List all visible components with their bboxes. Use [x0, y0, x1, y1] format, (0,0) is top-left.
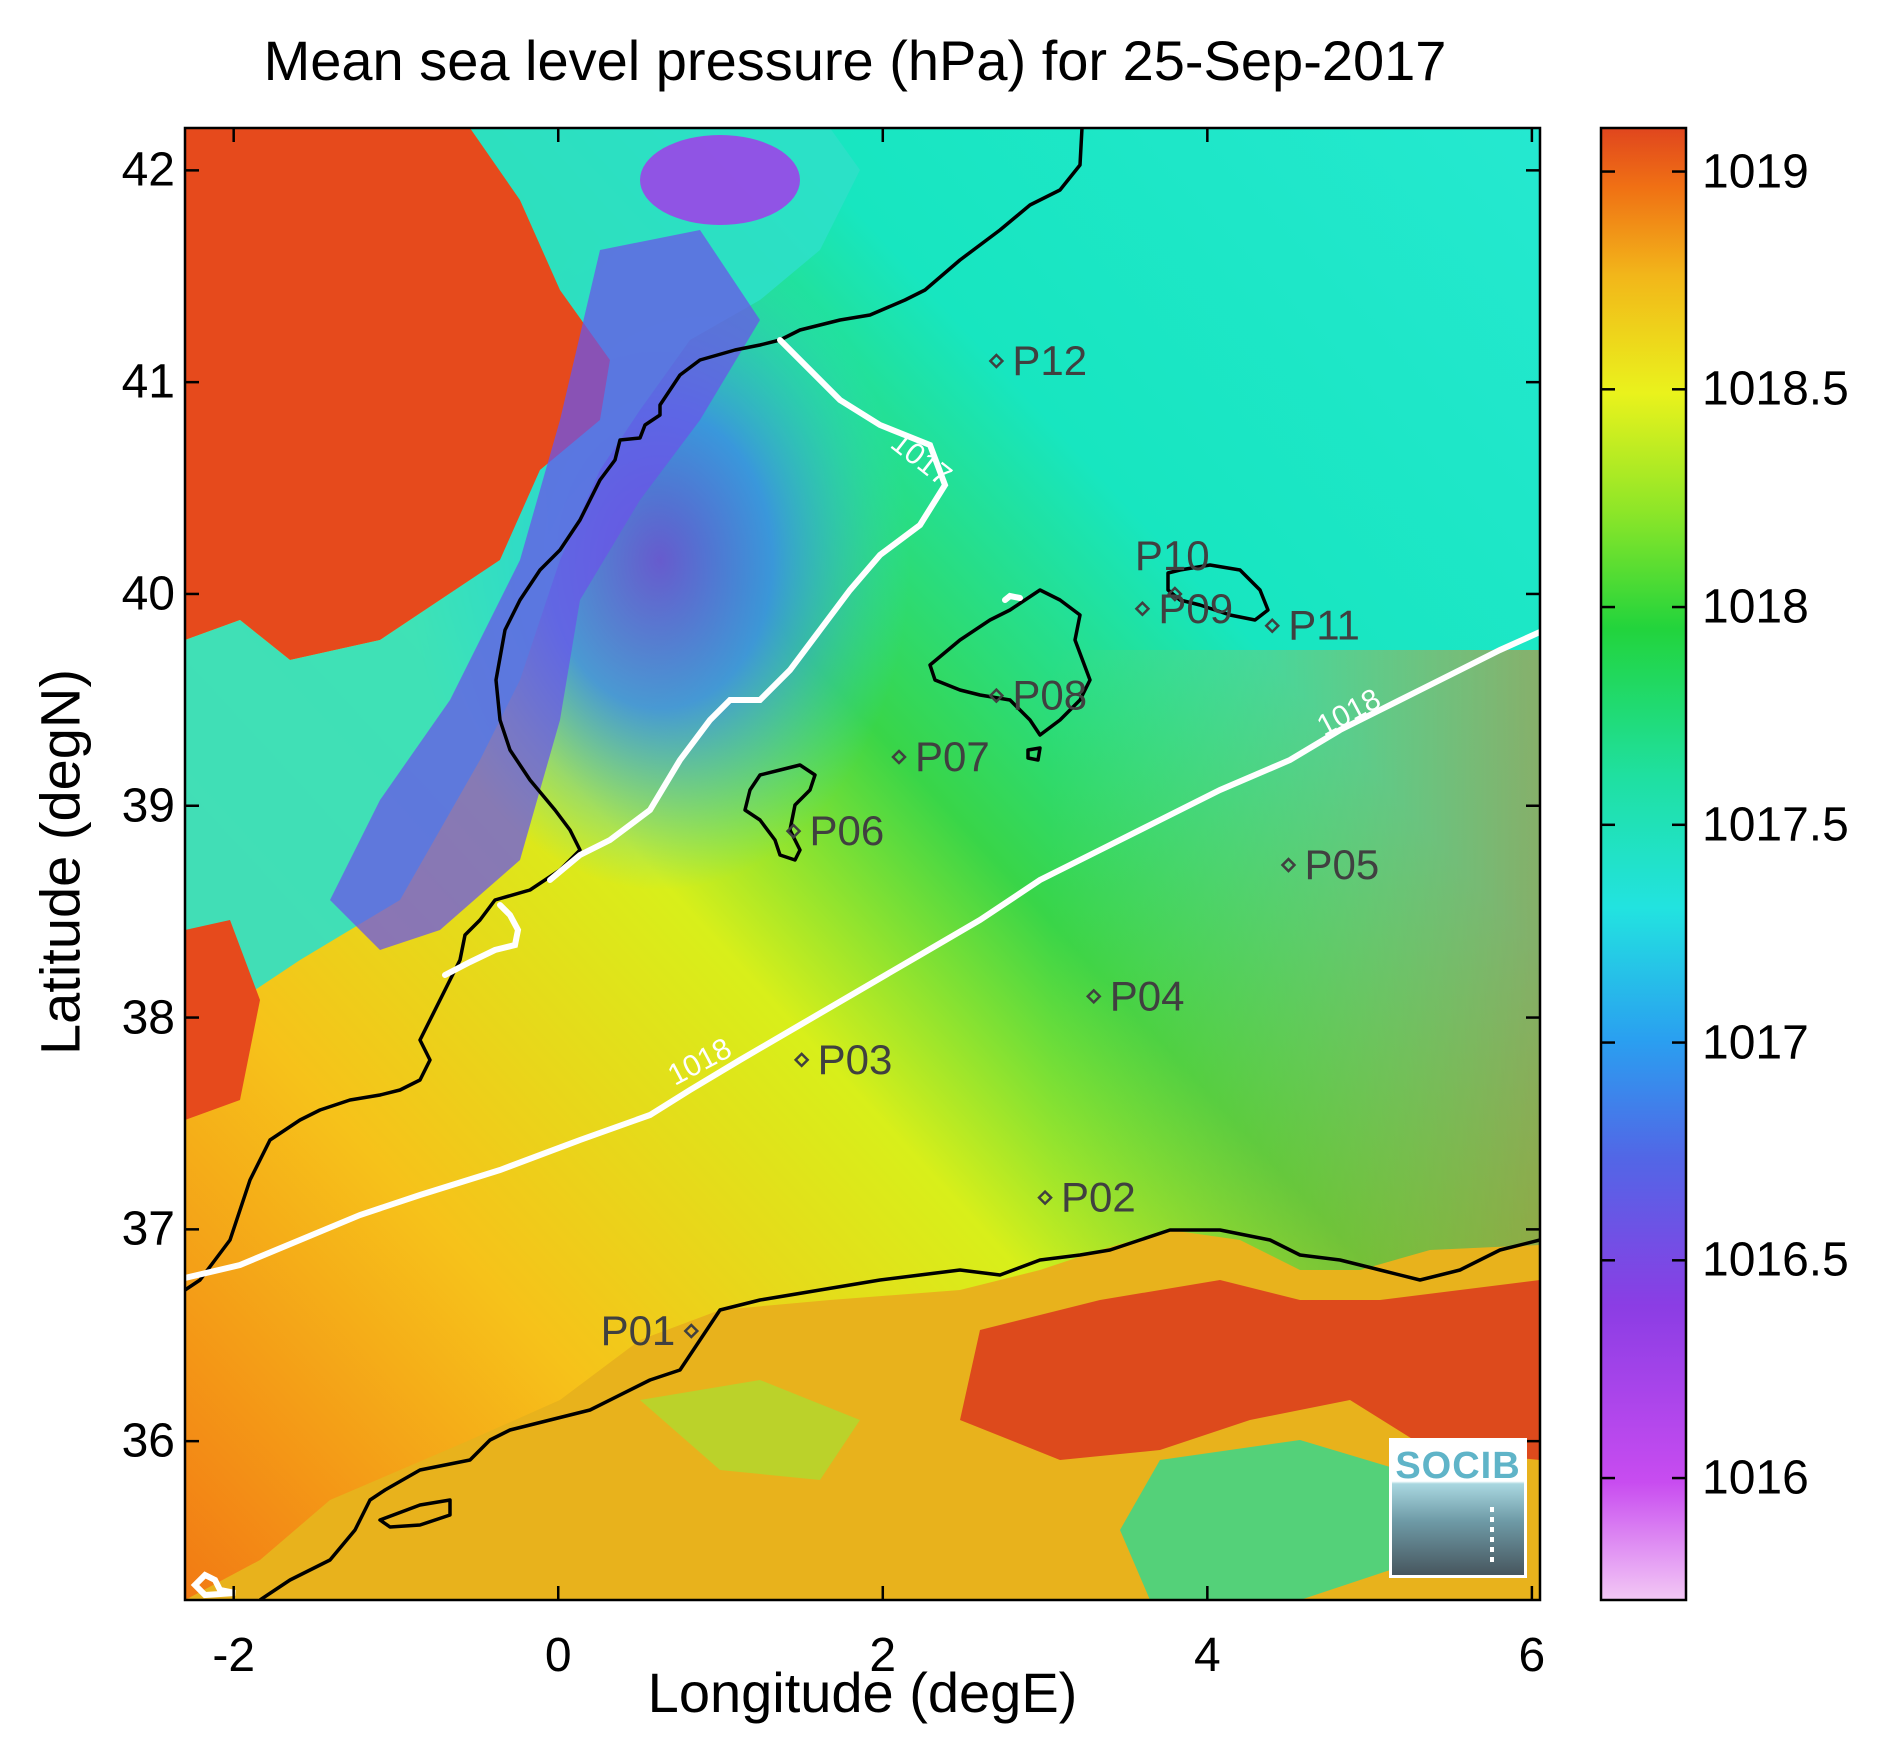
station-label: P10 — [1135, 532, 1210, 579]
station-marker — [1280, 857, 1297, 873]
iberia-south-high — [185, 920, 260, 1120]
iberia-land-high — [185, 128, 610, 660]
chart-title: Mean sea level pressure (hPa) for 25-Sep… — [263, 29, 1447, 92]
colorbar-tick-marks — [1601, 170, 1686, 1480]
socib-logo: SOCIB — [1389, 1438, 1527, 1578]
y-tick-label: 41 — [121, 355, 175, 409]
station-label: P01 — [601, 1307, 676, 1354]
station-marker — [1085, 988, 1102, 1005]
alboran-coastline — [378, 1498, 452, 1529]
y-tick-label: 39 — [121, 779, 175, 833]
colorbar-tick-label: 1016 — [1702, 1451, 1809, 1505]
station-marker — [1134, 601, 1151, 617]
station-marker — [1167, 586, 1183, 602]
station-label: P04 — [1110, 972, 1185, 1019]
isobar-1017 — [547, 337, 949, 883]
station-marker — [785, 823, 802, 839]
y-tick-label: 38 — [121, 991, 175, 1045]
station-marker — [793, 1052, 810, 1068]
station-label: P12 — [1012, 337, 1087, 384]
isobar-corner — [190, 1571, 236, 1599]
africa-land-green — [1120, 1440, 1420, 1600]
colorbar-tick-label: 1016.5 — [1702, 1233, 1849, 1287]
colorbar-tick-label: 1017.5 — [1702, 798, 1849, 852]
station-label: P11 — [1288, 602, 1360, 649]
station-label: P02 — [1061, 1174, 1136, 1221]
station-label: P08 — [1012, 672, 1087, 719]
colorbar-tick-label: 1018 — [1702, 580, 1809, 634]
x-tick-label: 2 — [869, 1629, 897, 1682]
cabrera-coastline — [1026, 746, 1042, 762]
plot-frame — [183, 126, 1542, 1602]
y-axis-label: Latitude (degN) — [28, 668, 92, 1056]
pyrenees-low — [640, 135, 800, 225]
station-label: P07 — [915, 733, 990, 780]
y-tick-label: 37 — [121, 1202, 175, 1256]
isobar-1018 — [185, 629, 1540, 1281]
pressure-field — [185, 128, 1540, 1600]
colorbar — [1599, 126, 1688, 1602]
station-marker — [1037, 1189, 1053, 1206]
station-label: P06 — [810, 807, 885, 854]
station-label: P05 — [1304, 841, 1379, 888]
iberia-coastline — [185, 128, 1084, 1292]
station-marker — [1264, 617, 1281, 634]
x-tick-label: -2 — [212, 1629, 256, 1682]
colorbar-tick-label: 1018.5 — [1702, 362, 1849, 416]
colorbar-tick-label: 1019 — [1702, 145, 1809, 199]
x-tick-label: 0 — [544, 1629, 572, 1682]
y-tick-label: 36 — [121, 1414, 175, 1468]
station-marker — [988, 353, 1005, 369]
africa-land-lime — [640, 1380, 860, 1480]
logo-mark — [1490, 1507, 1494, 1567]
station-marker — [988, 687, 1005, 704]
colorbar-tick-label: 1017 — [1702, 1016, 1809, 1070]
mallorca-coastline — [928, 588, 1092, 737]
iberia-land-low — [330, 230, 760, 950]
station-label: P03 — [818, 1036, 893, 1083]
ibiza-coastline — [743, 763, 817, 862]
x-tick-label: 4 — [1193, 1629, 1221, 1682]
isobars — [185, 337, 1540, 1599]
axis-tick-marks — [185, 128, 1540, 1600]
africa-coastline — [259, 1228, 1540, 1600]
station-marker — [683, 1323, 700, 1339]
station-marker — [891, 749, 907, 765]
africa-land-high — [960, 1280, 1540, 1460]
x-tick-label: 6 — [1518, 1629, 1546, 1682]
coastlines — [185, 128, 1540, 1600]
isobar-mallorca — [1002, 592, 1023, 603]
y-tick-label: 42 — [121, 143, 175, 197]
isobar-1017-south — [442, 902, 522, 978]
logo-text: SOCIB — [1395, 1445, 1521, 1487]
x-axis-label: Longitude (degE) — [647, 1661, 1078, 1724]
y-tick-label: 40 — [121, 567, 175, 621]
